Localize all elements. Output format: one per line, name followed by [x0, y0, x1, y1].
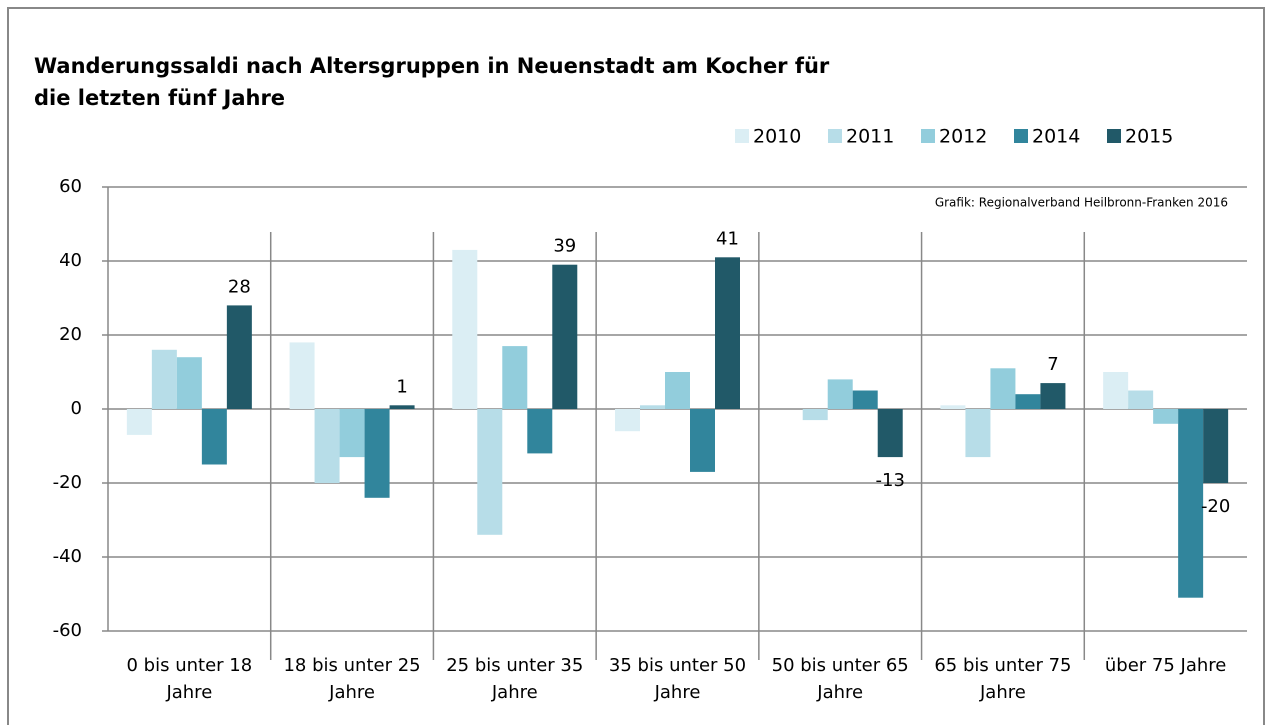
bar — [940, 405, 966, 409]
legend-label: 2015 — [1125, 126, 1173, 148]
bar — [176, 357, 202, 409]
x-tick-label: 0 bis unter 18 Jahre — [126, 655, 253, 703]
data-label: -13 — [876, 470, 905, 491]
bar — [715, 257, 740, 409]
y-tick-label: 20 — [59, 324, 82, 345]
bar — [965, 409, 991, 458]
bar — [1040, 383, 1066, 409]
bar — [552, 264, 578, 409]
legend-swatch — [828, 129, 842, 143]
bar — [877, 409, 903, 458]
legend-label: 2011 — [846, 126, 894, 148]
y-tick-label: -60 — [53, 620, 82, 641]
bar — [527, 409, 553, 454]
bar — [1015, 394, 1041, 409]
bar — [201, 409, 227, 465]
bar — [827, 379, 853, 409]
chart-title: Wanderungssaldi nach Altersgruppen in Ne… — [34, 54, 830, 110]
x-tick-label: 25 bis unter 35 Jahre — [446, 655, 584, 703]
x-tick-label: 50 bis unter 65 Jahre — [771, 655, 909, 703]
bar — [1128, 390, 1154, 409]
y-tick-label: -40 — [53, 546, 82, 567]
bar — [1153, 409, 1179, 424]
bar — [314, 409, 340, 483]
legend-swatch — [921, 129, 935, 143]
bar — [226, 305, 252, 409]
x-tick-label: 18 bis unter 25 Jahre — [283, 655, 421, 703]
data-label: 41 — [716, 228, 739, 249]
bar — [339, 409, 365, 458]
bar — [126, 409, 152, 435]
y-tick-label: -20 — [53, 472, 82, 493]
bar — [802, 409, 828, 421]
bar — [640, 405, 665, 409]
data-label: -20 — [1201, 496, 1230, 517]
bar — [151, 349, 177, 409]
y-tick-label: 40 — [59, 250, 82, 271]
bar — [364, 409, 390, 498]
bar — [389, 405, 415, 409]
data-label: 1 — [396, 376, 407, 397]
bar — [452, 249, 478, 409]
legend-swatch — [1107, 129, 1121, 143]
data-label: 39 — [553, 236, 576, 257]
legend-swatch — [735, 129, 749, 143]
x-tick-label: 65 bis unter 75 Jahre — [934, 655, 1072, 703]
bar — [852, 390, 878, 409]
bar — [1203, 409, 1229, 483]
data-label: 7 — [1047, 354, 1058, 375]
data-label: 28 — [228, 276, 251, 297]
y-tick-label: 0 — [71, 398, 82, 419]
bar — [289, 342, 315, 409]
bar — [990, 368, 1016, 409]
source-note: Grafik: Regionalverband Heilbronn-Franke… — [935, 196, 1228, 210]
bar — [477, 409, 503, 535]
legend-label: 2012 — [939, 126, 987, 148]
bar — [502, 346, 528, 409]
y-tick-label: 60 — [59, 176, 82, 197]
x-tick-label: 35 bis unter 50 Jahre — [608, 655, 747, 703]
bar — [1103, 372, 1129, 409]
frame — [7, 7, 1265, 725]
legend-label: 2010 — [753, 126, 801, 148]
bar — [690, 409, 715, 472]
bar — [665, 372, 690, 409]
bar — [615, 409, 640, 432]
bar — [1178, 409, 1204, 598]
legend-label: 2014 — [1032, 126, 1080, 148]
legend-swatch — [1014, 129, 1028, 143]
x-tick-label: über 75 Jahre — [1104, 655, 1227, 676]
